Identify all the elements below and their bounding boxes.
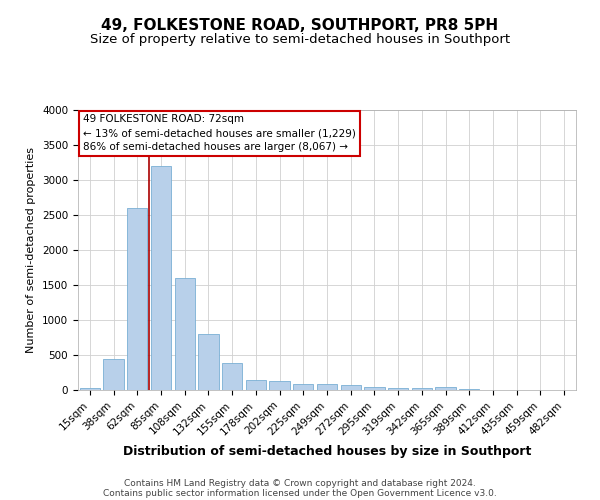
X-axis label: Distribution of semi-detached houses by size in Southport: Distribution of semi-detached houses by …	[123, 445, 531, 458]
Bar	[317, 384, 337, 390]
Bar	[199, 334, 218, 390]
Bar	[175, 278, 195, 390]
Bar	[388, 388, 408, 390]
Bar	[246, 380, 266, 390]
Y-axis label: Number of semi-detached properties: Number of semi-detached properties	[26, 147, 37, 353]
Text: 49 FOLKESTONE ROAD: 72sqm
← 13% of semi-detached houses are smaller (1,229)
86% : 49 FOLKESTONE ROAD: 72sqm ← 13% of semi-…	[83, 114, 356, 152]
Bar	[341, 385, 361, 390]
Bar	[127, 208, 148, 390]
Bar	[151, 166, 171, 390]
Text: 49, FOLKESTONE ROAD, SOUTHPORT, PR8 5PH: 49, FOLKESTONE ROAD, SOUTHPORT, PR8 5PH	[101, 18, 499, 32]
Bar	[222, 364, 242, 390]
Text: Contains HM Land Registry data © Crown copyright and database right 2024.: Contains HM Land Registry data © Crown c…	[124, 478, 476, 488]
Bar	[293, 384, 313, 390]
Bar	[364, 386, 385, 390]
Text: Contains public sector information licensed under the Open Government Licence v3: Contains public sector information licen…	[103, 488, 497, 498]
Bar	[80, 388, 100, 390]
Bar	[436, 387, 455, 390]
Bar	[269, 381, 290, 390]
Text: Size of property relative to semi-detached houses in Southport: Size of property relative to semi-detach…	[90, 32, 510, 46]
Bar	[103, 358, 124, 390]
Bar	[412, 388, 432, 390]
